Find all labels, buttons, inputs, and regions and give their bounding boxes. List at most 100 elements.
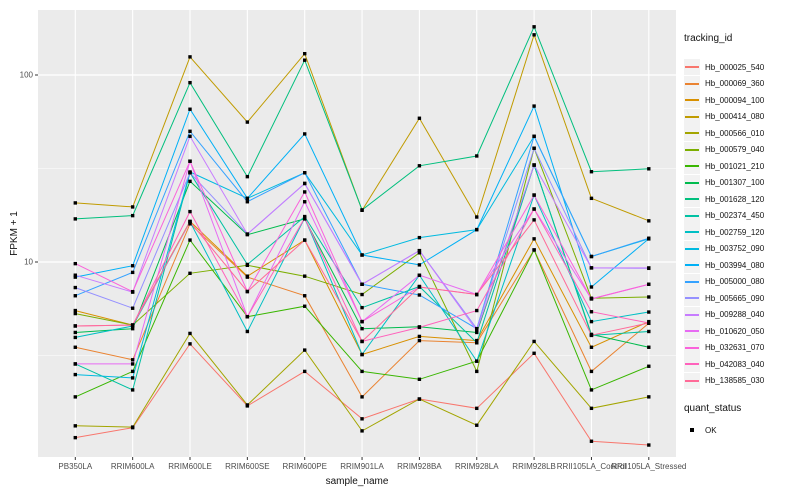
data-point [417,338,422,343]
data-point [73,273,77,277]
legend-label: Hb_042083_040 [705,359,765,369]
data-point [130,323,135,327]
data-point [188,55,192,59]
data-point [73,345,77,349]
data-point [360,305,364,310]
black-square-marker-icon [690,428,694,433]
data-point [303,369,307,374]
data-point [73,311,77,316]
y-tick-label: 10 [24,258,33,267]
legend-item-Hb_010620_050: Hb_010620_050 [684,323,798,340]
data-point [589,266,594,270]
data-point [245,196,250,201]
data-point [532,339,536,344]
x-tick-label: RRIM928LA [455,462,499,471]
legend-key-swatch [684,339,700,356]
legend-key-swatch [684,59,700,76]
data-point [589,345,594,349]
legend-key-line [685,313,699,316]
data-point [647,321,651,325]
data-point [130,369,135,374]
data-point [188,222,192,226]
data-point [130,289,135,294]
data-point [589,333,594,337]
data-point [417,285,422,289]
data-point [245,232,250,236]
data-point [417,325,422,330]
data-point [130,306,135,310]
legend-key-line [685,82,699,85]
data-point [360,292,364,297]
x-tick-label: RRIM600PE [282,462,326,471]
x-tick-label: RRIM928LB [512,462,556,471]
data-point [589,406,594,411]
legend-key-swatch [684,207,700,224]
legend-label: Hb_001307_100 [705,178,765,188]
legend: tracking_id Hb_000025_540 Hb_000069_360 Hb… [684,33,798,439]
data-point [303,304,307,308]
legend-key-swatch [684,92,700,109]
data-point [647,310,651,314]
data-point [532,25,536,29]
legend-item-Hb_042083_040: Hb_042083_040 [684,356,798,373]
data-point [303,171,307,175]
legend-item-Hb_005000_080: Hb_005000_080 [684,273,798,291]
data-point [647,219,651,223]
legend-label: Hb_003752_090 [705,244,765,254]
data-point [532,207,536,211]
data-point [417,334,422,339]
data-point [417,263,422,267]
data-point [303,200,307,204]
data-point [475,338,479,343]
data-point [188,179,192,184]
legend-label: Hb_000094_100 [705,95,765,105]
legend-label: Hb_032631_070 [705,343,765,353]
data-point [360,395,364,399]
data-point [73,308,77,313]
data-point [360,326,364,331]
legend-key-swatch [684,273,700,290]
x-tick-label: PB350LA [58,462,92,471]
legend-label: Hb_002374_450 [705,211,765,221]
data-point [245,274,250,278]
legend-label: Hb_000414_080 [705,112,765,122]
data-point [303,51,307,56]
data-point [532,218,536,222]
legend-key-swatch [684,224,700,241]
data-point [475,292,479,297]
legend-key-swatch [684,158,700,175]
data-point [360,319,364,324]
legend-key-swatch [684,108,700,125]
data-point [188,342,192,346]
legend-key-line [685,297,699,300]
data-point [303,294,307,298]
data-point [532,104,536,108]
data-point [589,439,594,443]
x-tick-label: RRIM901LA [340,462,384,471]
legend-key-swatch [684,356,700,373]
data-point [647,282,651,286]
data-point [245,403,250,407]
data-point [245,289,250,294]
data-point [73,261,77,266]
data-point [188,220,192,224]
legend-key-swatch [684,257,700,274]
legend-key-swatch [684,240,700,257]
data-point [130,270,135,275]
legend-item-Hb_009288_040: Hb_009288_040 [684,306,798,324]
legend-item-Hb_000094_100: Hb_000094_100 [684,92,798,109]
data-point [303,348,307,352]
legend-item-Hb_032631_070: Hb_032631_070 [684,339,798,357]
data-point [73,201,77,205]
data-point [130,376,135,380]
data-point [360,282,364,286]
legend-label: Hb_002759_120 [705,227,765,237]
data-point [417,377,422,381]
data-point [532,134,536,139]
legend-key-line [685,379,699,382]
quant-legend-label: OK [705,425,717,435]
data-point [475,406,479,411]
legend-key-line [685,115,699,118]
data-point [532,33,536,37]
data-point [417,397,422,401]
